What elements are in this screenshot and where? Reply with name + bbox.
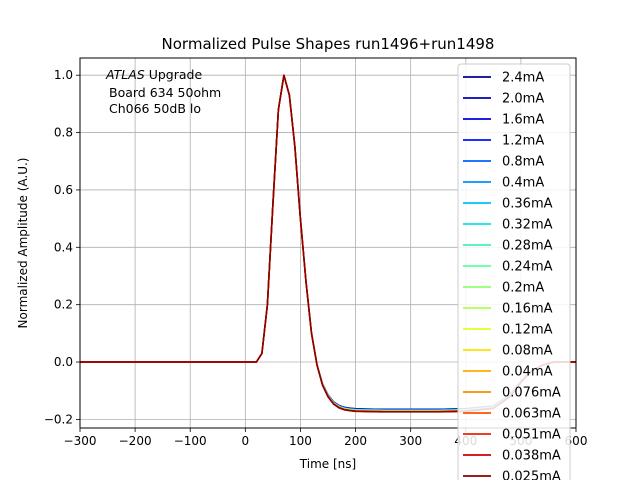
legend-item: 0.28mA	[463, 239, 553, 254]
x-tick-label: −200	[119, 434, 152, 448]
upgrade-label: Upgrade	[145, 67, 203, 82]
legend-label: 2.0mA	[502, 92, 544, 107]
legend-label: 0.025mA	[502, 470, 561, 480]
legend-label: 1.2mA	[502, 134, 544, 149]
legend-label: 0.051mA	[502, 428, 561, 443]
y-tick-label: 0.0	[54, 355, 73, 369]
legend-item: 0.4mA	[463, 176, 544, 191]
legend-label: 1.6mA	[502, 113, 544, 128]
legend-item: 0.04mA	[463, 365, 553, 380]
legend-item: 0.8mA	[463, 155, 544, 170]
legend-label: 0.2mA	[502, 281, 544, 296]
legend-item: 0.025mA	[463, 470, 561, 480]
legend-item: 1.2mA	[463, 134, 544, 149]
legend-label: 0.04mA	[502, 365, 553, 380]
annotation: ATLAS Upgrade Board 634 50ohm Ch066 50dB…	[105, 67, 221, 116]
legend-item: 0.12mA	[463, 323, 553, 338]
legend-item: 0.051mA	[463, 428, 561, 443]
annotation-line-3: Ch066 50dB lo	[109, 101, 201, 116]
legend-label: 0.8mA	[502, 155, 544, 170]
annotation-line-1: ATLAS Upgrade	[105, 67, 202, 82]
legend-item: 2.4mA	[463, 71, 544, 86]
legend-label: 0.08mA	[502, 344, 553, 359]
plot-frame	[79, 57, 577, 429]
legend-item: 0.08mA	[463, 344, 553, 359]
x-axis-label: Time [ns]	[299, 457, 356, 471]
legend-item: 0.24mA	[463, 260, 553, 275]
legend-item: 0.36mA	[463, 197, 553, 212]
legend-item: 0.038mA	[463, 449, 561, 464]
x-tick-label: 100	[289, 434, 312, 448]
x-tick-label: −100	[174, 434, 207, 448]
legend-item: 0.2mA	[463, 281, 544, 296]
y-axis-label: Normalized Amplitude (A.U.)	[16, 158, 30, 329]
legend-label: 0.32mA	[502, 218, 553, 233]
annotation-line-2: Board 634 50ohm	[109, 85, 221, 100]
legend-item: 2.0mA	[463, 92, 544, 107]
y-tick-label: 1.0	[54, 68, 73, 82]
legend-item: 1.6mA	[463, 113, 544, 128]
legend-item: 0.063mA	[463, 407, 561, 422]
legend-label: 0.076mA	[502, 386, 561, 401]
legend-label: 0.28mA	[502, 239, 553, 254]
y-axis-ticks: −0.2 0.0 0.2 0.4 0.6 0.8 1.0	[44, 68, 80, 426]
y-tick-label: 0.6	[54, 183, 73, 197]
legend-label: 0.063mA	[502, 407, 561, 422]
legend-label: 0.4mA	[502, 176, 544, 191]
legend-label: 0.038mA	[502, 449, 561, 464]
x-tick-label: 0	[242, 434, 250, 448]
legend-label: 2.4mA	[502, 71, 544, 86]
legend-label: 0.12mA	[502, 323, 553, 338]
y-tick-label: −0.2	[44, 412, 73, 426]
legend-item: 0.076mA	[463, 386, 561, 401]
x-tick-label: 200	[344, 434, 367, 448]
legend-item: 0.16mA	[463, 302, 553, 317]
legend-box	[457, 63, 571, 480]
y-tick-label: 0.8	[54, 126, 73, 140]
x-tick-label: 300	[399, 434, 422, 448]
legend: 2.4mA 2.0mA 1.6mA 1.2mA 0.8mA 0.4mA 0.36mA 0.32…	[457, 63, 571, 480]
y-tick-label: 0.2	[54, 298, 73, 312]
x-tick-label: −300	[64, 434, 97, 448]
chart-title: Normalized Pulse Shapes run1496+run1498	[162, 35, 495, 53]
legend-label: 0.36mA	[502, 197, 553, 212]
y-tick-label: 0.4	[54, 240, 73, 254]
legend-label: 0.24mA	[502, 260, 553, 275]
legend-item: 0.32mA	[463, 218, 553, 233]
legend-label: 0.16mA	[502, 302, 553, 317]
atlas-label: ATLAS	[105, 67, 145, 82]
